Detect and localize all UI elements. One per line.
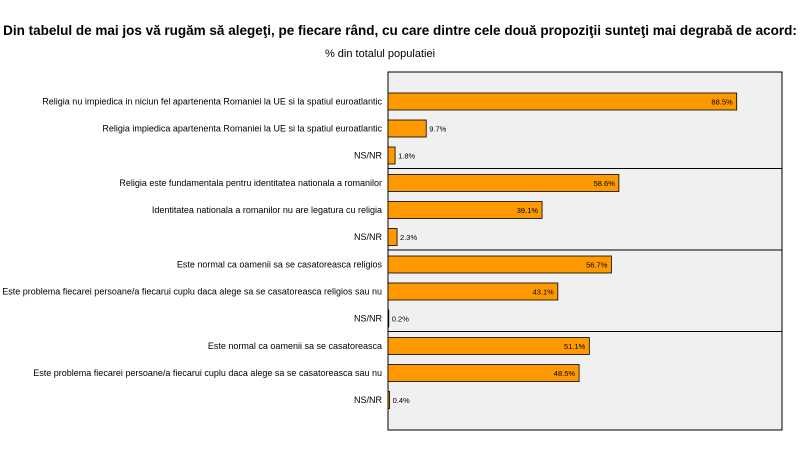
category-label: Este problema fiecarei persoane/a fiecar… bbox=[2, 287, 382, 297]
data-label: 58.6% bbox=[594, 179, 616, 188]
bar bbox=[387, 364, 580, 382]
category-label: NS/NR bbox=[354, 232, 383, 242]
bar bbox=[387, 337, 590, 355]
chart-subtitle: % din totalul populatiei bbox=[324, 48, 436, 60]
category-label: Religia nu impiedica in niciun fel apart… bbox=[42, 97, 382, 107]
bar bbox=[387, 255, 612, 274]
data-label: 88.5% bbox=[711, 98, 733, 107]
data-label: 0.2% bbox=[392, 315, 409, 324]
category-label: Este problema fiecarei persoane/a fiecar… bbox=[33, 368, 382, 378]
category-label: Religia este fundamentala pentru identit… bbox=[119, 178, 382, 188]
category-label: Religia impiedica apartenenta Romaniei l… bbox=[102, 124, 382, 134]
data-label: 39.1% bbox=[517, 206, 539, 215]
data-label: 1.8% bbox=[398, 152, 415, 161]
data-label: 9.7% bbox=[429, 125, 446, 134]
bar bbox=[387, 309, 390, 328]
bar bbox=[387, 146, 396, 165]
category-label: Este normal ca oamenii sa se casatoreasc… bbox=[177, 260, 383, 270]
data-label: 2.3% bbox=[400, 233, 417, 242]
data-label: 56.7% bbox=[586, 261, 608, 270]
bar bbox=[387, 282, 559, 301]
category-label: NS/NR bbox=[354, 314, 383, 324]
bar bbox=[387, 391, 390, 409]
category-label: NS/NR bbox=[354, 395, 383, 405]
data-label: 43.1% bbox=[533, 288, 555, 297]
chart-title: Din tabelul de mai jos vă rugăm să alege… bbox=[3, 23, 797, 38]
bar bbox=[387, 201, 543, 219]
data-label: 48.5% bbox=[554, 369, 576, 378]
bar bbox=[387, 119, 427, 138]
data-label: 51.1% bbox=[564, 342, 586, 351]
bar bbox=[387, 174, 620, 192]
category-label: NS/NR bbox=[354, 151, 383, 161]
category-label: Identitatea nationala a romanilor nu are… bbox=[152, 205, 382, 215]
bar bbox=[387, 228, 398, 246]
bar bbox=[387, 92, 738, 111]
data-label: 0.4% bbox=[393, 396, 410, 405]
category-label: Este normal ca oamenii sa se casatoreasc… bbox=[208, 341, 382, 351]
